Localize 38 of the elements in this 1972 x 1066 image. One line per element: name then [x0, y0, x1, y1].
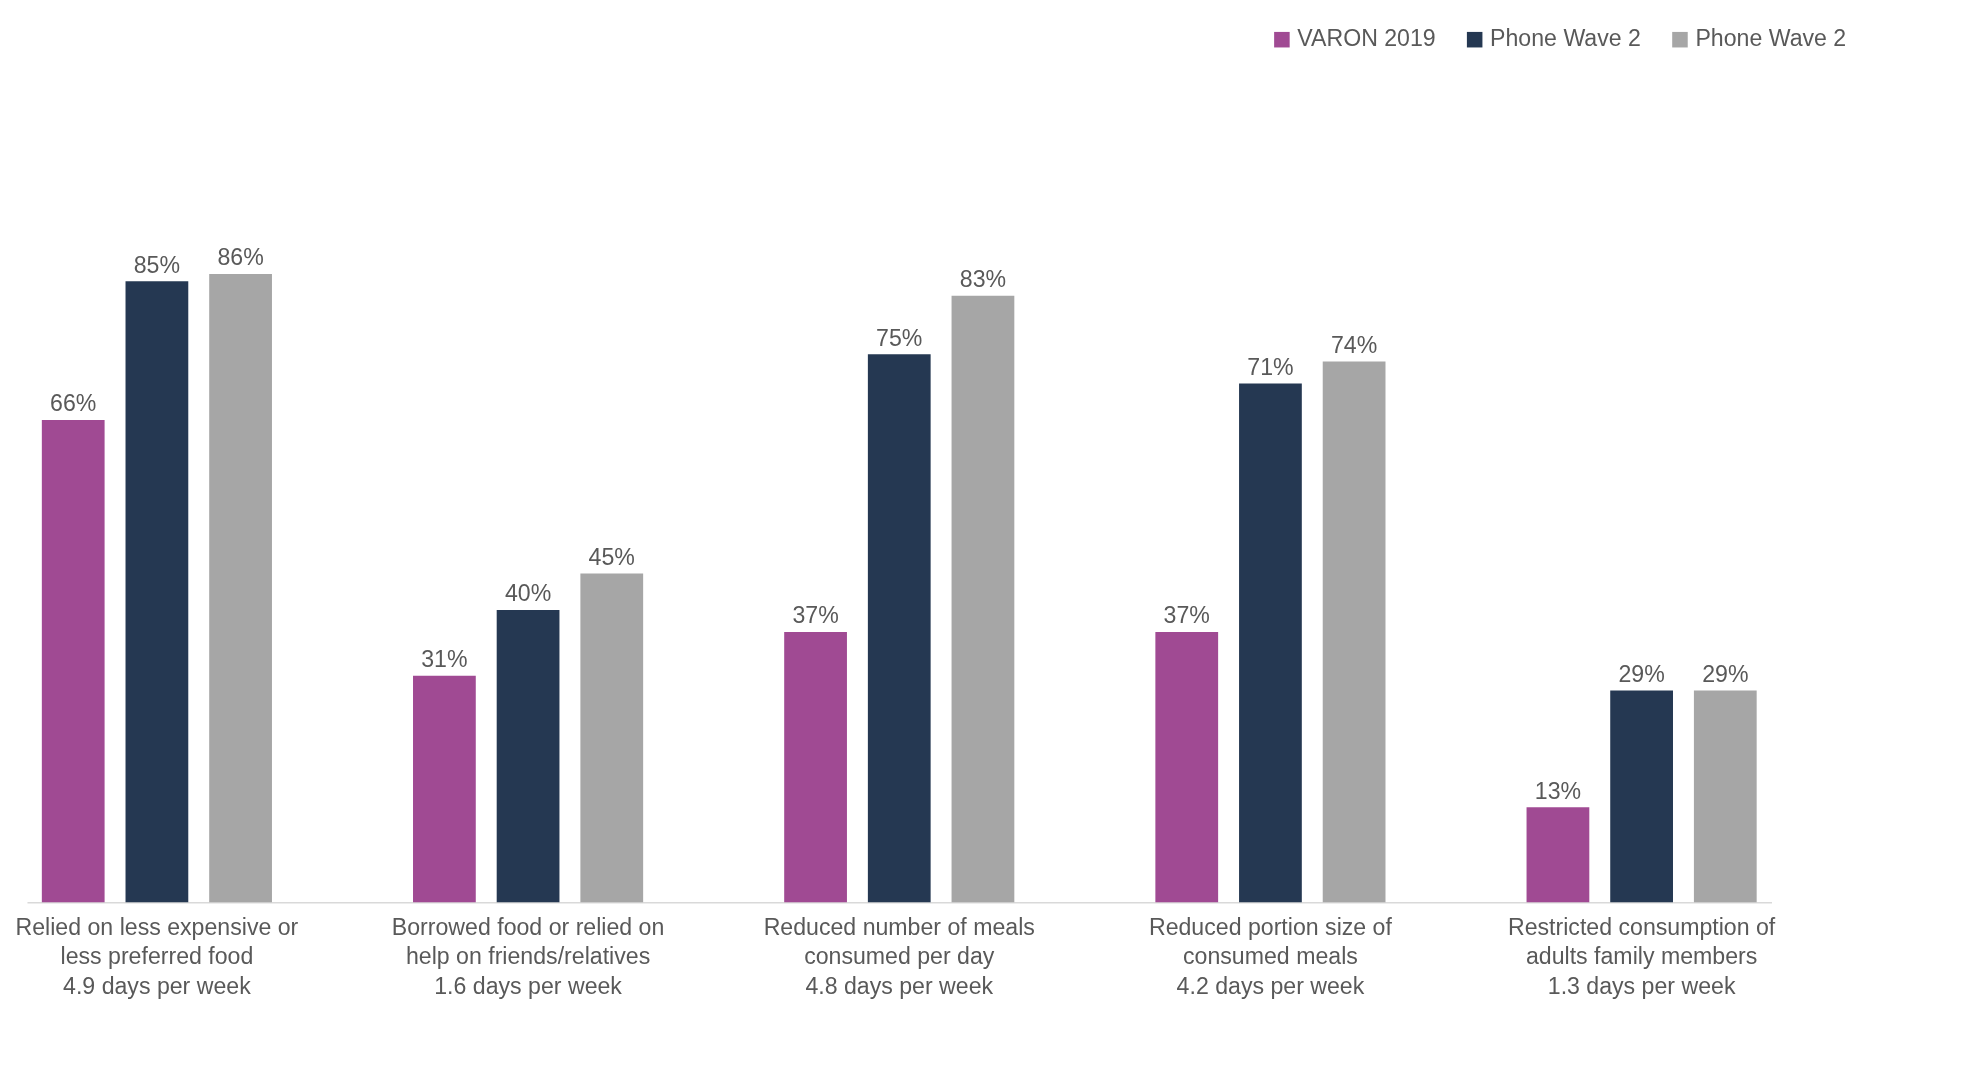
x-tick-label: Reduced portion size of consumed meals 4.2 days per week — [1148, 913, 1393, 1000]
data-label: 40% — [504, 580, 552, 607]
bar — [867, 354, 931, 903]
data-label: 83% — [959, 266, 1007, 293]
bar — [1693, 690, 1757, 903]
data-label: 66% — [50, 390, 97, 417]
data-label: 31% — [421, 646, 468, 673]
data-label: 13% — [1534, 777, 1582, 804]
legend-label: Phone Wave 2 — [1695, 25, 1847, 52]
data-label: 29% — [1702, 660, 1749, 687]
bar — [951, 295, 1015, 903]
x-tick-label: Reduced number of meals consumed per day 4.8 days per week — [763, 913, 1035, 1000]
x-tick-label: Relied on less expensive or less preferred food 4.9 days per week — [15, 913, 299, 1000]
bar — [413, 675, 476, 903]
bar — [1155, 631, 1219, 903]
bar — [1526, 807, 1590, 903]
legend-label: VARON 2019 — [1297, 25, 1436, 52]
data-label: 85% — [133, 251, 181, 278]
bar — [784, 631, 847, 903]
data-label: 71% — [1247, 353, 1294, 380]
bar — [1610, 690, 1673, 903]
data-label: 74% — [1330, 331, 1378, 358]
legend-label: Phone Wave 2 — [1490, 25, 1641, 52]
bar — [209, 273, 272, 903]
data-label: 37% — [1163, 602, 1210, 629]
bar — [1239, 383, 1302, 903]
bar — [496, 610, 560, 903]
x-tick-label: Restricted consumption of adults family members 1.3 days per week — [1507, 913, 1776, 1000]
data-label: 29% — [1618, 660, 1665, 687]
data-label: 45% — [588, 543, 635, 570]
data-label: 75% — [876, 324, 923, 351]
bar — [1322, 361, 1386, 903]
data-label: 86% — [217, 244, 264, 271]
bar — [41, 420, 105, 903]
x-tick-label: Borrowed food or relied on help on friends/relatives 1.6 days per week — [391, 913, 665, 1000]
bar — [580, 573, 644, 903]
data-label: 37% — [792, 602, 839, 629]
bar — [125, 281, 189, 903]
